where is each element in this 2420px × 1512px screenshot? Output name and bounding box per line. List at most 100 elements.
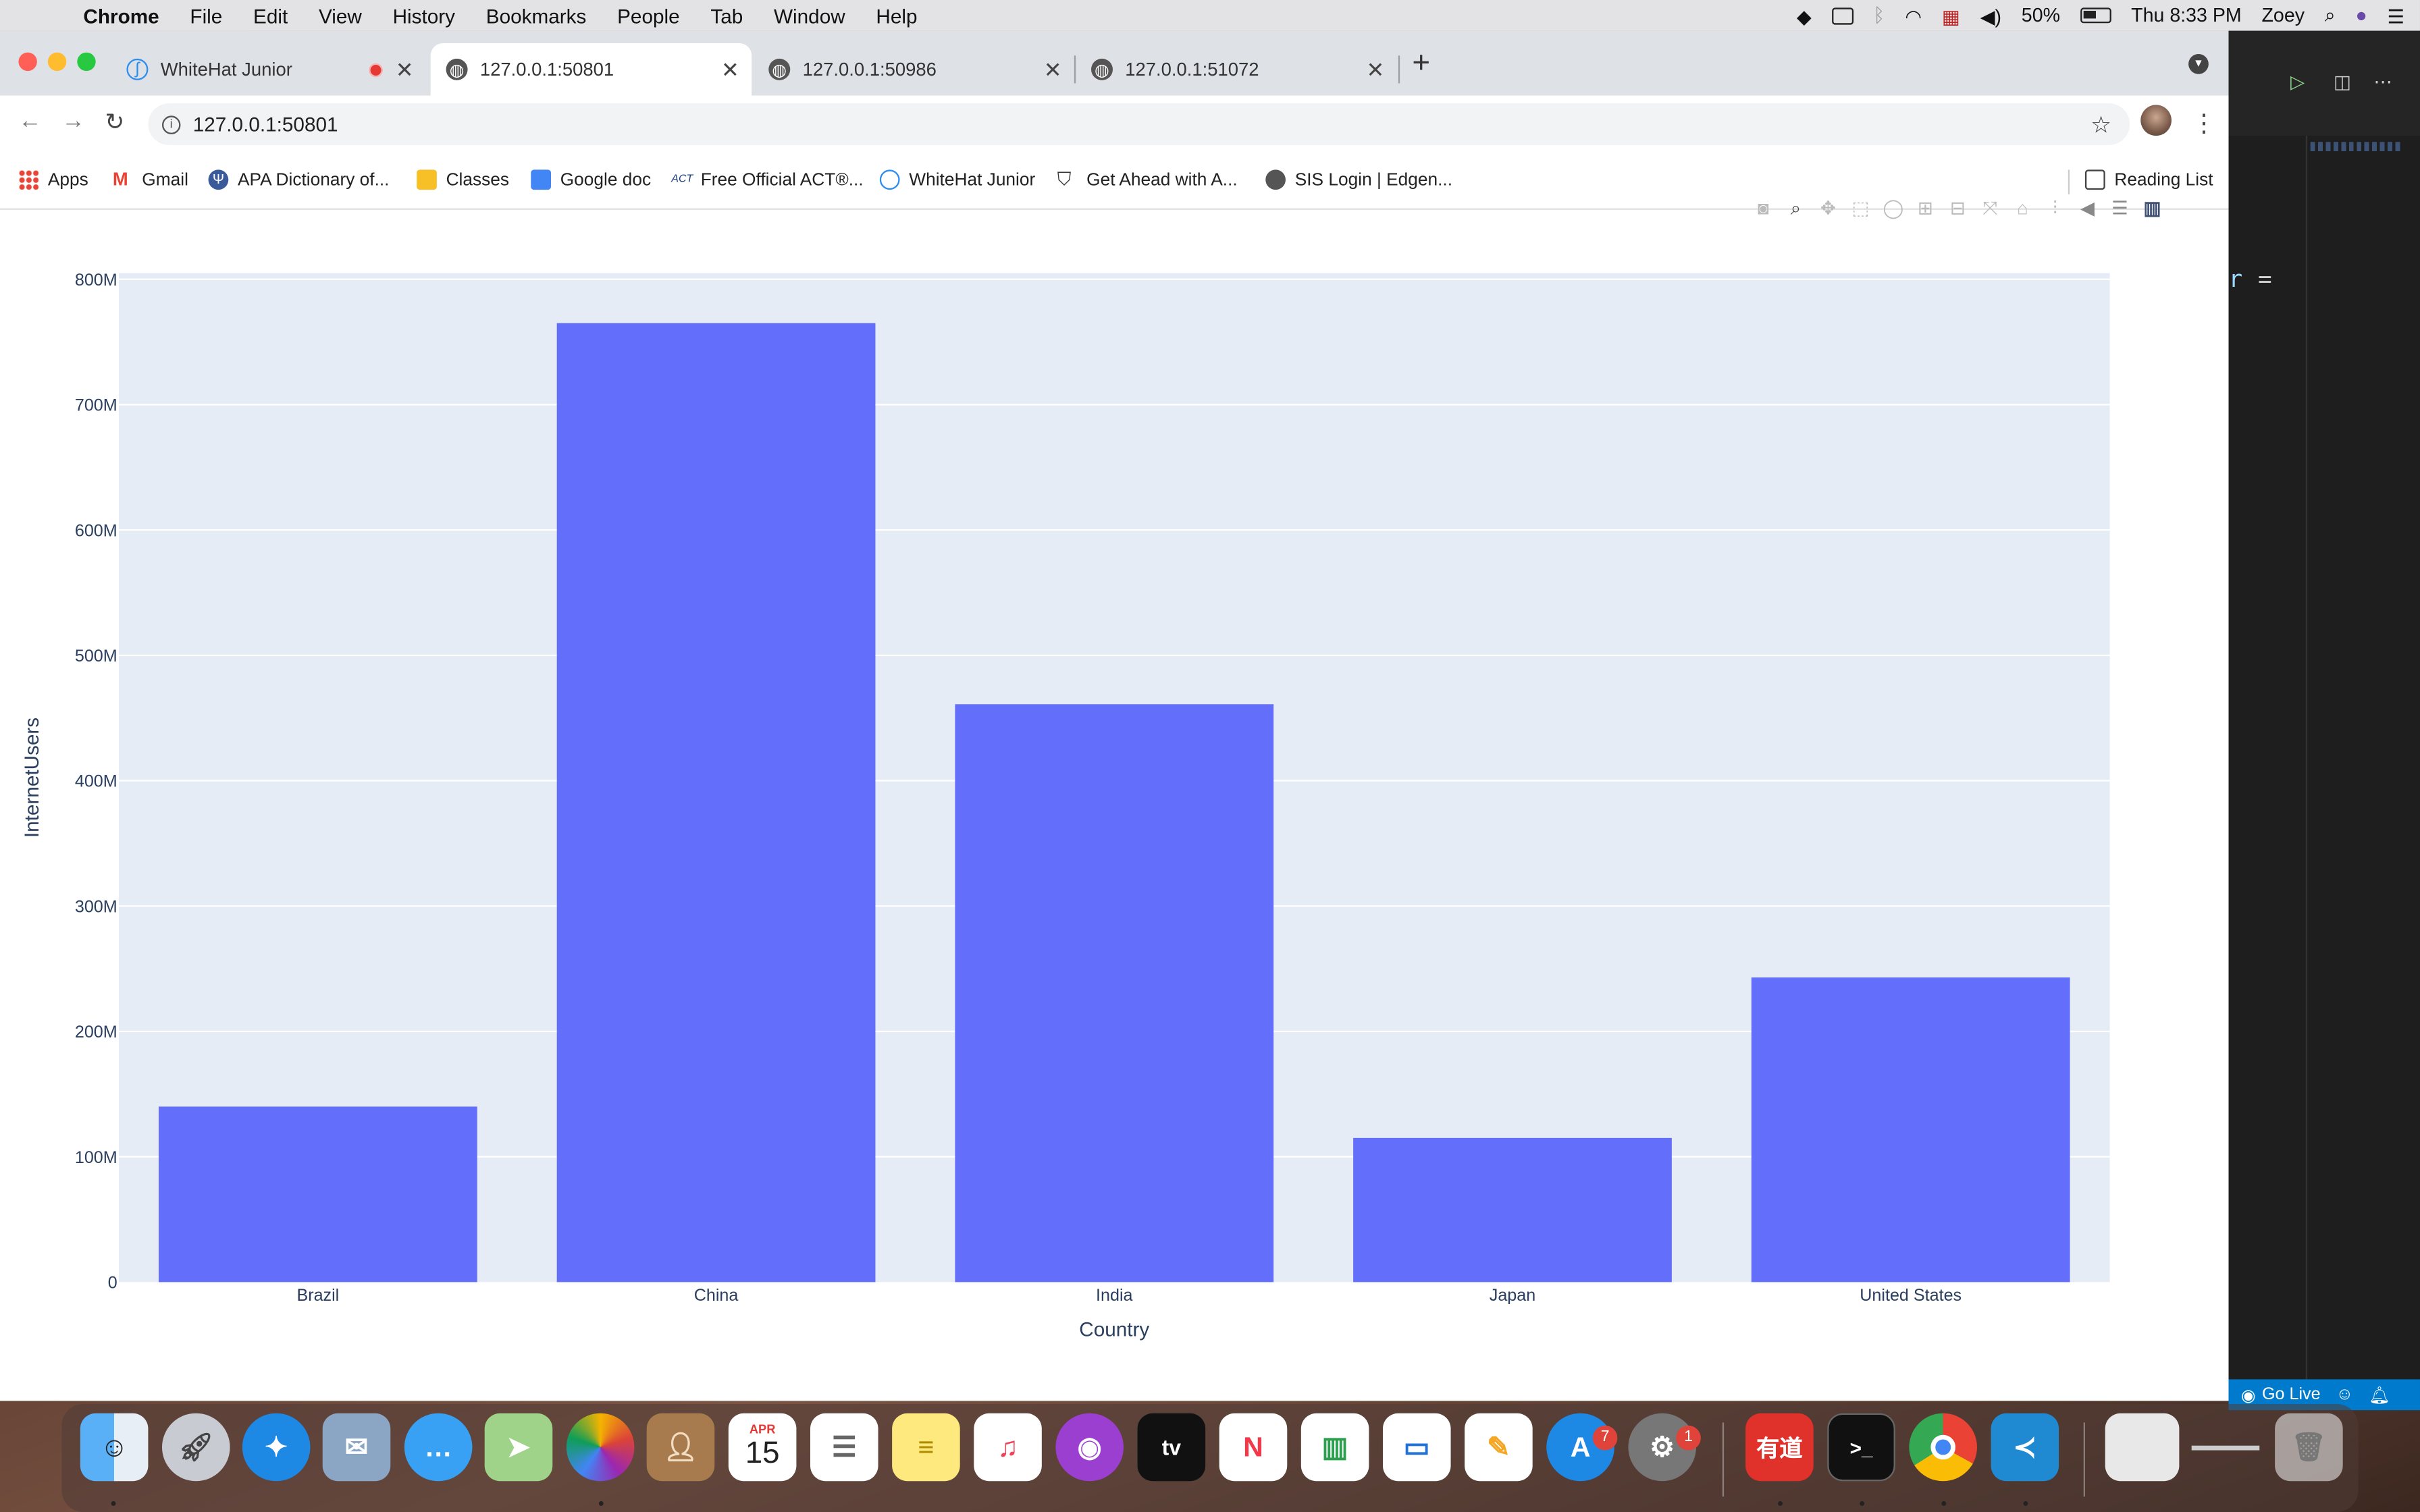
bar-united-states[interactable] — [1751, 977, 2070, 1282]
bar-japan[interactable] — [1353, 1137, 1672, 1282]
calendar-icon[interactable]: APR 15 — [728, 1413, 797, 1482]
contacts-icon[interactable]: 👤︎ — [646, 1413, 715, 1482]
bookmark-whitehat[interactable]: WhiteHat Junior — [879, 169, 1035, 190]
airplay-icon[interactable] — [1831, 7, 1853, 24]
terminal-icon[interactable]: >_ — [1827, 1413, 1895, 1482]
trash-icon[interactable]: 🗑︎ — [2275, 1413, 2343, 1482]
menu-window[interactable]: Window — [773, 3, 845, 27]
more-actions-icon[interactable]: ⋯ — [2373, 71, 2392, 93]
notifications-icon[interactable]: 🔔︎ — [2369, 1386, 2390, 1405]
volume-icon[interactable]: ◀) — [1980, 5, 2002, 27]
reset-axes-icon[interactable]: ⌂ — [2017, 196, 2028, 219]
wifi-icon[interactable]: ◠ — [1905, 5, 1922, 27]
profile-avatar[interactable] — [2140, 105, 2172, 136]
plotly-logo-icon[interactable]: ▥ — [2143, 196, 2161, 219]
dropbox-icon[interactable]: ◆ — [1796, 5, 1812, 27]
menu-tab[interactable]: Tab — [710, 3, 743, 27]
bookmark-google-doc[interactable]: Google doc — [531, 169, 651, 190]
tab-whitehat[interactable]: ʃ WhiteHat Junior ✕ — [111, 43, 426, 96]
close-tab-icon[interactable]: ✕ — [1043, 56, 1062, 81]
tab-search-icon[interactable]: ▼ — [2188, 53, 2209, 74]
minimize-window-button[interactable] — [47, 52, 67, 72]
tab-127-51072[interactable]: ◍ 127.0.0.1:51072 ✕ — [1076, 43, 1396, 96]
autoscale-icon[interactable]: ⤧ — [1982, 196, 1998, 219]
launchpad-icon[interactable]: 🚀︎ — [161, 1413, 230, 1482]
bar-china[interactable] — [556, 323, 876, 1282]
vscode-dock-icon[interactable]: ≺ — [1991, 1413, 2059, 1482]
menu-people[interactable]: People — [617, 3, 680, 27]
recent-window-thumbnail[interactable] — [2105, 1413, 2180, 1482]
bookmark-apa[interactable]: Ψ APA Dictionary of... — [208, 169, 389, 190]
youdao-dictionary-icon[interactable]: 有道 — [1745, 1413, 1814, 1482]
mail-eagle-icon[interactable]: ✉ — [322, 1413, 391, 1482]
flag-icon[interactable]: ▦ — [1941, 5, 1960, 27]
camera-icon[interactable]: ◙ — [1758, 196, 1769, 219]
battery-icon[interactable] — [2080, 7, 2111, 24]
bookmark-gmail[interactable]: M Gmail — [113, 169, 188, 190]
menu-help[interactable]: Help — [876, 3, 918, 27]
zoom-window-button[interactable] — [77, 52, 96, 72]
bookmark-act[interactable]: ACT Free Official ACT®... — [671, 169, 863, 190]
bookmark-sis-login[interactable]: SIS Login | Edgen... — [1265, 169, 1452, 190]
spotlight-icon[interactable]: ⌕ — [2324, 3, 2336, 26]
bookmark-apps[interactable]: Apps — [18, 169, 88, 190]
zoom-out-icon[interactable]: ⊟ — [1949, 196, 1966, 219]
code-line[interactable]: r = — [2229, 265, 2272, 293]
box-select-icon[interactable]: ⬚ — [1851, 196, 1870, 219]
pan-icon[interactable]: ✥ — [1820, 196, 1836, 219]
site-info-icon[interactable]: i — [161, 115, 181, 134]
bookmark-get-ahead[interactable]: ⛉ Get Ahead with A... — [1057, 169, 1238, 190]
notes-icon[interactable]: ≡ — [892, 1413, 960, 1482]
control-center-icon[interactable]: ☰ — [2387, 5, 2405, 27]
go-live-icon[interactable]: ◉ — [2240, 1386, 2256, 1405]
reload-icon[interactable]: ↻ — [105, 109, 125, 136]
run-icon[interactable]: ▷ — [2290, 71, 2305, 93]
feedback-icon[interactable]: ☺ — [2336, 1385, 2354, 1404]
close-tab-icon[interactable]: ✕ — [395, 56, 414, 81]
address-bar[interactable]: i 127.0.0.1:50801 ☆ — [148, 103, 2130, 145]
maps-icon[interactable]: ➤ — [484, 1413, 553, 1482]
numbers-icon[interactable]: ▥ — [1300, 1413, 1369, 1482]
messages-icon[interactable]: … — [404, 1413, 473, 1482]
reading-list-button[interactable]: Reading List — [2084, 169, 2213, 190]
bookmark-star-icon[interactable]: ☆ — [2090, 111, 2111, 138]
recent-window-thumbnail-2[interactable] — [2188, 1413, 2263, 1482]
finder-icon[interactable]: ☺ — [80, 1413, 149, 1482]
news-icon[interactable]: N — [1219, 1413, 1288, 1482]
clock[interactable]: Thu 8:33 PM — [2131, 4, 2242, 26]
bookmark-classes[interactable]: Classes — [417, 169, 509, 190]
photos-icon[interactable] — [566, 1413, 635, 1482]
menu-view[interactable]: View — [318, 3, 362, 27]
bar-brazil[interactable] — [158, 1106, 477, 1282]
user-name[interactable]: Zoey — [2261, 4, 2305, 26]
forward-icon[interactable]: → — [61, 107, 85, 134]
lasso-select-icon[interactable]: ◯ — [1883, 196, 1904, 219]
keynote-icon[interactable]: ▭ — [1382, 1413, 1451, 1482]
menu-edit[interactable]: Edit — [253, 3, 288, 27]
spike-lines-icon[interactable]: ⫶ — [2052, 196, 2057, 219]
tab-127-50801[interactable]: ◍ 127.0.0.1:50801 ✕ — [430, 43, 752, 96]
address-text[interactable]: 127.0.0.1:50801 — [192, 112, 338, 136]
siri-icon[interactable]: ● — [2355, 4, 2367, 26]
close-window-button[interactable] — [18, 52, 37, 72]
safari-icon[interactable]: ✦ — [242, 1413, 311, 1482]
apple-tv-icon[interactable]: tv — [1137, 1413, 1206, 1482]
new-tab-button[interactable]: + — [1412, 46, 1431, 80]
hover-closest-icon[interactable]: ◀ — [2080, 196, 2095, 219]
menu-file[interactable]: File — [190, 3, 223, 27]
bar-india[interactable] — [955, 704, 1274, 1282]
tab-127-50986[interactable]: ◍ 127.0.0.1:50986 ✕ — [753, 43, 1074, 96]
zoom-icon[interactable]: ⌕ — [1790, 196, 1801, 219]
chrome-menu-icon[interactable]: ⋮ — [2191, 111, 2217, 138]
menu-app-name[interactable]: Chrome — [83, 3, 159, 27]
minimap[interactable] — [2310, 142, 2403, 151]
menu-bookmarks[interactable]: Bookmarks — [485, 3, 587, 27]
back-icon[interactable]: ← — [18, 107, 42, 134]
close-tab-icon[interactable]: ✕ — [721, 56, 739, 81]
go-live-button[interactable]: Go Live — [2261, 1385, 2321, 1404]
music-icon[interactable]: ♫ — [974, 1413, 1042, 1482]
split-editor-icon[interactable]: ◫ — [2333, 71, 2351, 93]
chrome-dock-icon[interactable] — [1909, 1413, 1977, 1482]
close-tab-icon[interactable]: ✕ — [1366, 56, 1385, 81]
battery-percent[interactable]: 50% — [2021, 4, 2061, 26]
